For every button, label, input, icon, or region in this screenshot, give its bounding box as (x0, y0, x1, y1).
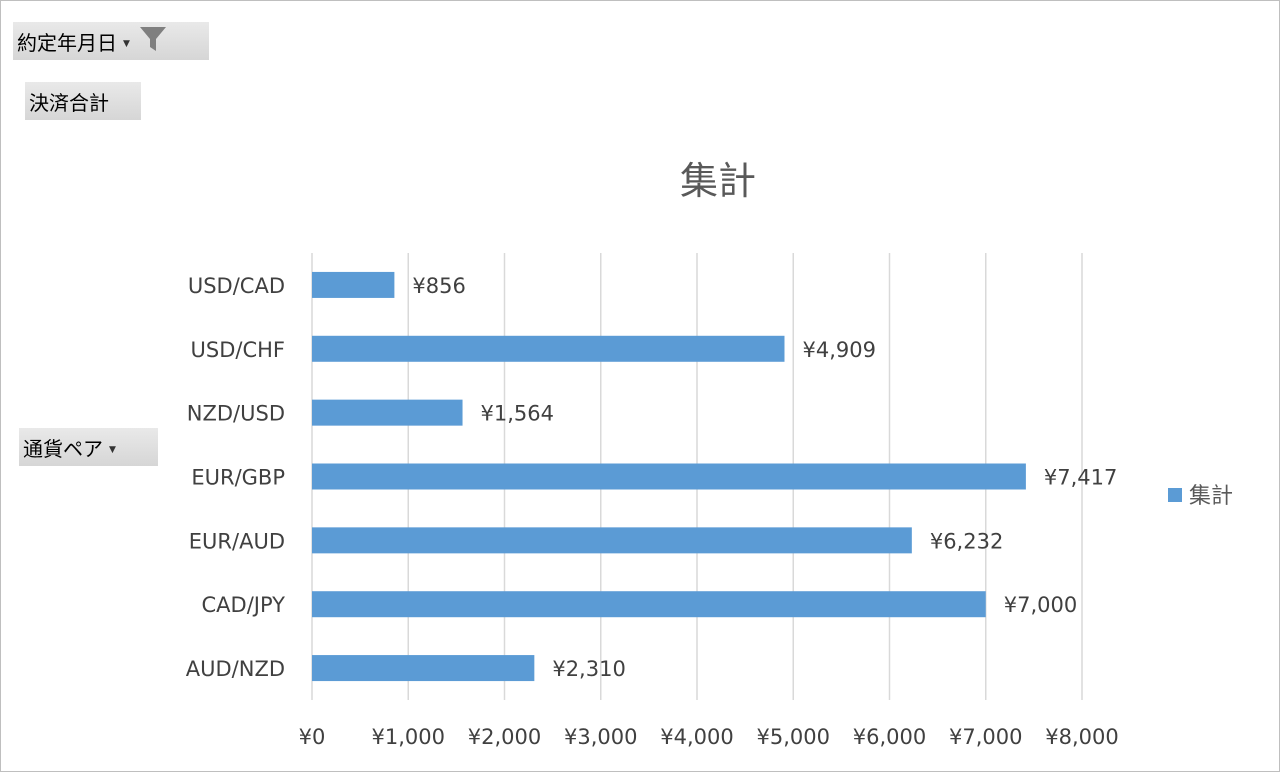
x-tick-label: ¥5,000 (757, 725, 830, 749)
values-field-button[interactable]: 決済合計 (25, 82, 141, 120)
x-tick-label: ¥0 (299, 725, 326, 749)
bar (312, 335, 785, 362)
filter-funnel-icon[interactable] (138, 25, 168, 58)
axis-field-label: 通貨ペア (23, 436, 103, 461)
data-label: ¥7,417 (1044, 466, 1117, 490)
filter-field-button[interactable]: 約定年月日 ▼ (13, 22, 209, 60)
bar (312, 591, 986, 618)
values-field-label: 決済合計 (29, 90, 109, 115)
category-label: USD/CHF (191, 338, 285, 362)
bar (312, 271, 395, 298)
axis-field-button[interactable]: 通貨ペア ▼ (19, 428, 158, 466)
bar (312, 463, 1026, 490)
data-label: ¥4,909 (802, 338, 875, 362)
bar (312, 527, 912, 554)
data-label: ¥7,000 (1004, 593, 1077, 617)
x-tick-label: ¥4,000 (660, 725, 733, 749)
x-tick-label: ¥3,000 (564, 725, 637, 749)
data-label: ¥2,310 (552, 657, 625, 681)
dropdown-arrow-icon[interactable]: ▼ (109, 445, 116, 455)
dropdown-arrow-icon[interactable]: ▼ (123, 39, 130, 49)
x-tick-label: ¥8,000 (1045, 725, 1118, 749)
x-tick-label: ¥2,000 (468, 725, 541, 749)
x-tick-label: ¥1,000 (372, 725, 445, 749)
data-label: ¥1,564 (481, 402, 554, 426)
category-label: EUR/AUD (189, 529, 285, 553)
chart-title: 集計 (680, 159, 756, 203)
x-tick-label: ¥7,000 (949, 725, 1022, 749)
value-axis: ¥0 ¥1,000 ¥2,000 ¥3,000 ¥4,000 ¥5,000 ¥6,000 ¥7… (299, 725, 1119, 749)
bar (312, 399, 463, 426)
legend-swatch (1168, 488, 1182, 502)
data-labels: ¥2,310 ¥7,000 ¥6,232 ¥7,417 ¥1,564 ¥4,909 ¥856 (412, 274, 1117, 681)
legend: 集計 (1168, 484, 1233, 509)
bar (312, 655, 535, 682)
data-label: ¥856 (412, 274, 465, 298)
legend-entry-label: 集計 (1189, 484, 1233, 509)
x-tick-label: ¥6,000 (853, 725, 926, 749)
category-label: CAD/JPY (202, 593, 286, 617)
category-label: AUD/NZD (186, 657, 285, 681)
bars (312, 271, 1026, 682)
category-axis: AUD/NZD CAD/JPY EUR/AUD EUR/GBP NZD/USD USD/C… (186, 274, 285, 681)
category-label: EUR/GBP (191, 466, 285, 490)
data-label: ¥6,232 (930, 529, 1003, 553)
filter-field-label: 約定年月日 (17, 30, 117, 55)
category-label: NZD/USD (187, 402, 285, 426)
category-label: USD/CAD (188, 274, 285, 298)
